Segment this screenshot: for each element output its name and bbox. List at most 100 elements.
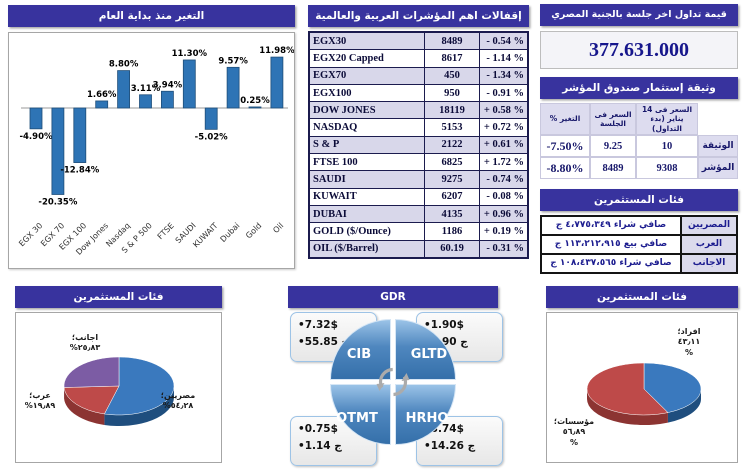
type-pie-svg [586,362,702,425]
indices-panel: إقفالات اهم المؤشرات العربية والعالمية E… [308,5,529,259]
corner-cell [698,103,738,136]
bar-value-label: 3.11% [131,84,161,94]
certificate-change: -7.50% [540,135,590,158]
indices-table: EGX30 8489- 0.54 % EGX20 Capped 8617- 1.14 … [308,31,529,259]
index-session: 8489 [590,157,636,180]
panel-title: فئات المستثمرين [15,286,222,308]
panel-title: فئات المستثمرين [546,286,738,308]
index-name: S & P [308,135,425,155]
bar-EGX-30 [29,107,43,130]
gdr-panel: GDR •7.32$ •55.85 ج •1.90$ •2.90 ج •0.75$ •… [288,286,503,470]
index-close: 5153 [424,118,480,137]
index-row-DUBAI: DUBAI 4135 + 0.96 % [308,204,529,224]
index-name: EGX30 [308,31,425,51]
flow-value: صافي شراء ٤،٧٧٥،٣٤٩ ج [542,217,682,234]
gdr-callout-gltd: •1.90$ •2.90 ج [416,312,503,362]
ytd-change-panel: التغير منذ بداية العام -4.90% EGX 30 -20.3… [8,5,295,269]
pie-label-individuals: افراد؛ ٤٣٫١١% [677,327,701,357]
index-change: + 0.96 % [479,204,529,224]
index-row-S-P: S & P 2122 + 0.61 % [308,135,529,155]
index-change: + 0.72 % [479,118,529,137]
bar-category-label: Gold [244,221,263,240]
index-close: 4135 [424,204,480,224]
bar-S-P-500 [139,94,152,109]
index-row-EGX70: EGX70 450- 1.34 % [308,66,529,85]
bar-Dow-Jones [95,100,109,109]
trading-value-box: 377.631.000 [540,31,738,69]
index-close: 6825 [424,153,480,172]
col-header-change: التغير % [540,103,590,136]
index-close: 8617 [424,49,480,68]
flow-row-arabs: صافي بيع ١١٣،٢١٢،٩١٥ ج العرب [542,236,736,255]
index-name: FTSE 100 [308,153,425,172]
index-close: 8489 [424,31,480,51]
bar-value-label: 11.30% [172,49,208,59]
trading-value: 377.631.000 [589,38,689,61]
bar-Dubai [226,66,240,109]
bar-SAUDI [182,59,196,109]
index-row-EGX20-Capped: EGX20 Capped 8617- 1.14 % [308,49,529,68]
index-row-DOW-JONES: DOW JONES 18119 + 0.58 % [308,101,529,120]
bar-value-label: 8.80% [109,60,139,70]
pie-slice [63,356,120,388]
index-name: GOLD ($/Ounce) [308,222,425,241]
index-change: + 1.72 % [479,153,529,172]
certificate-start: 10 [636,135,698,158]
cycle-arrows-icon [378,367,408,397]
bar-EGX-70 [51,107,65,195]
ytd-bar-chart: -4.90% EGX 30 -20.35% EGX 70 -12.84% EGX 100 1… [8,32,295,269]
bar-EGX-100 [73,107,87,163]
panel-title: GDR [288,286,498,308]
pie-slice [643,362,702,413]
col-header-session: السعر فى الجلسة [590,103,636,136]
index-row-NASDAQ: NASDAQ 5153 + 0.72 % [308,118,529,137]
type-pie-chart: افراد؛ ٤٣٫١١% مؤسسات؛ ٥٦٫٨٩% [546,312,738,463]
bar-Oil [270,56,284,109]
panel-title: إقفالات اهم المؤشرات العربية والعالمية [308,5,529,27]
index-name: DOW JONES [308,101,425,120]
index-row-FTSE-100: FTSE 100 6825 + 1.72 % [308,153,529,172]
bar-value-label: 3.94% [153,80,183,90]
index-change: - 1.34 % [479,66,529,85]
index-name: SAUDI [308,170,425,189]
pie-slice [586,362,669,416]
bar-value-label: -12.84% [60,166,99,176]
index-close: 1186 [424,222,480,241]
bar-Gold [248,106,262,109]
pie-label-egyptians: مصريين؛ ٥٤٫٢٨% [160,391,196,411]
panel-title: فئات المستثمرين [540,189,738,211]
trading-value-panel: قيمة تداول اخر جلسة بالجنية المصري 377.6… [540,4,738,69]
flow-label: المصريين [682,217,736,234]
index-close: 950 [424,83,480,103]
flow-row-egyptians: صافي شراء ٤،٧٧٥،٣٤٩ ج المصريين [542,217,736,236]
index-name: EGX100 [308,83,425,103]
nationality-pie-chart: اجانب؛ ٢٥٫٨٣% عرب؛ ١٩٫٨٩% مصريين؛ ٥٤٫٢٨% [15,312,222,463]
pie-label-foreigners: اجانب؛ ٢٥٫٨٣% [69,333,101,353]
fund-certificate-panel: وثيقة إستثمار صندوق المؤشر التغير % السع… [540,77,738,180]
index-close: 6207 [424,187,480,206]
index-name: EGX70 [308,66,425,85]
flow-label: الاجانب [682,255,736,272]
bar-FTSE [160,90,174,109]
index-change: + 0.58 % [479,101,529,120]
bar-value-label: 0.25% [240,96,270,106]
index-close: 18119 [424,101,480,120]
index-change: - 0.74 % [479,170,529,189]
bar-KUWAIT [204,107,218,130]
index-change: - 1.14 % [479,49,529,68]
index-change: - 0.31 % [479,239,529,259]
gdr-callout-cib: •7.32$ •55.85 ج [290,312,377,362]
index-row-EGX100: EGX100 950- 0.91 % [308,83,529,103]
pie-label-institutions: مؤسسات؛ ٥٦٫٨٩% [553,417,595,447]
index-change: - 0.54 % [479,31,529,51]
investor-flows-panel: فئات المستثمرين صافي شراء ٤،٧٧٥،٣٤٩ ج ال… [540,189,738,274]
index-name: KUWAIT [308,187,425,206]
bar-value-label: -20.35% [38,197,77,207]
bar-value-label: 11.98% [259,46,294,56]
index-name: EGX20 Capped [308,49,425,68]
index-close: 60.19 [424,239,480,259]
index-name: NASDAQ [308,118,425,137]
flow-value: صافي بيع ١١٣،٢١٢،٩١٥ ج [542,236,682,253]
bar-category-label: FTSE [156,221,176,241]
